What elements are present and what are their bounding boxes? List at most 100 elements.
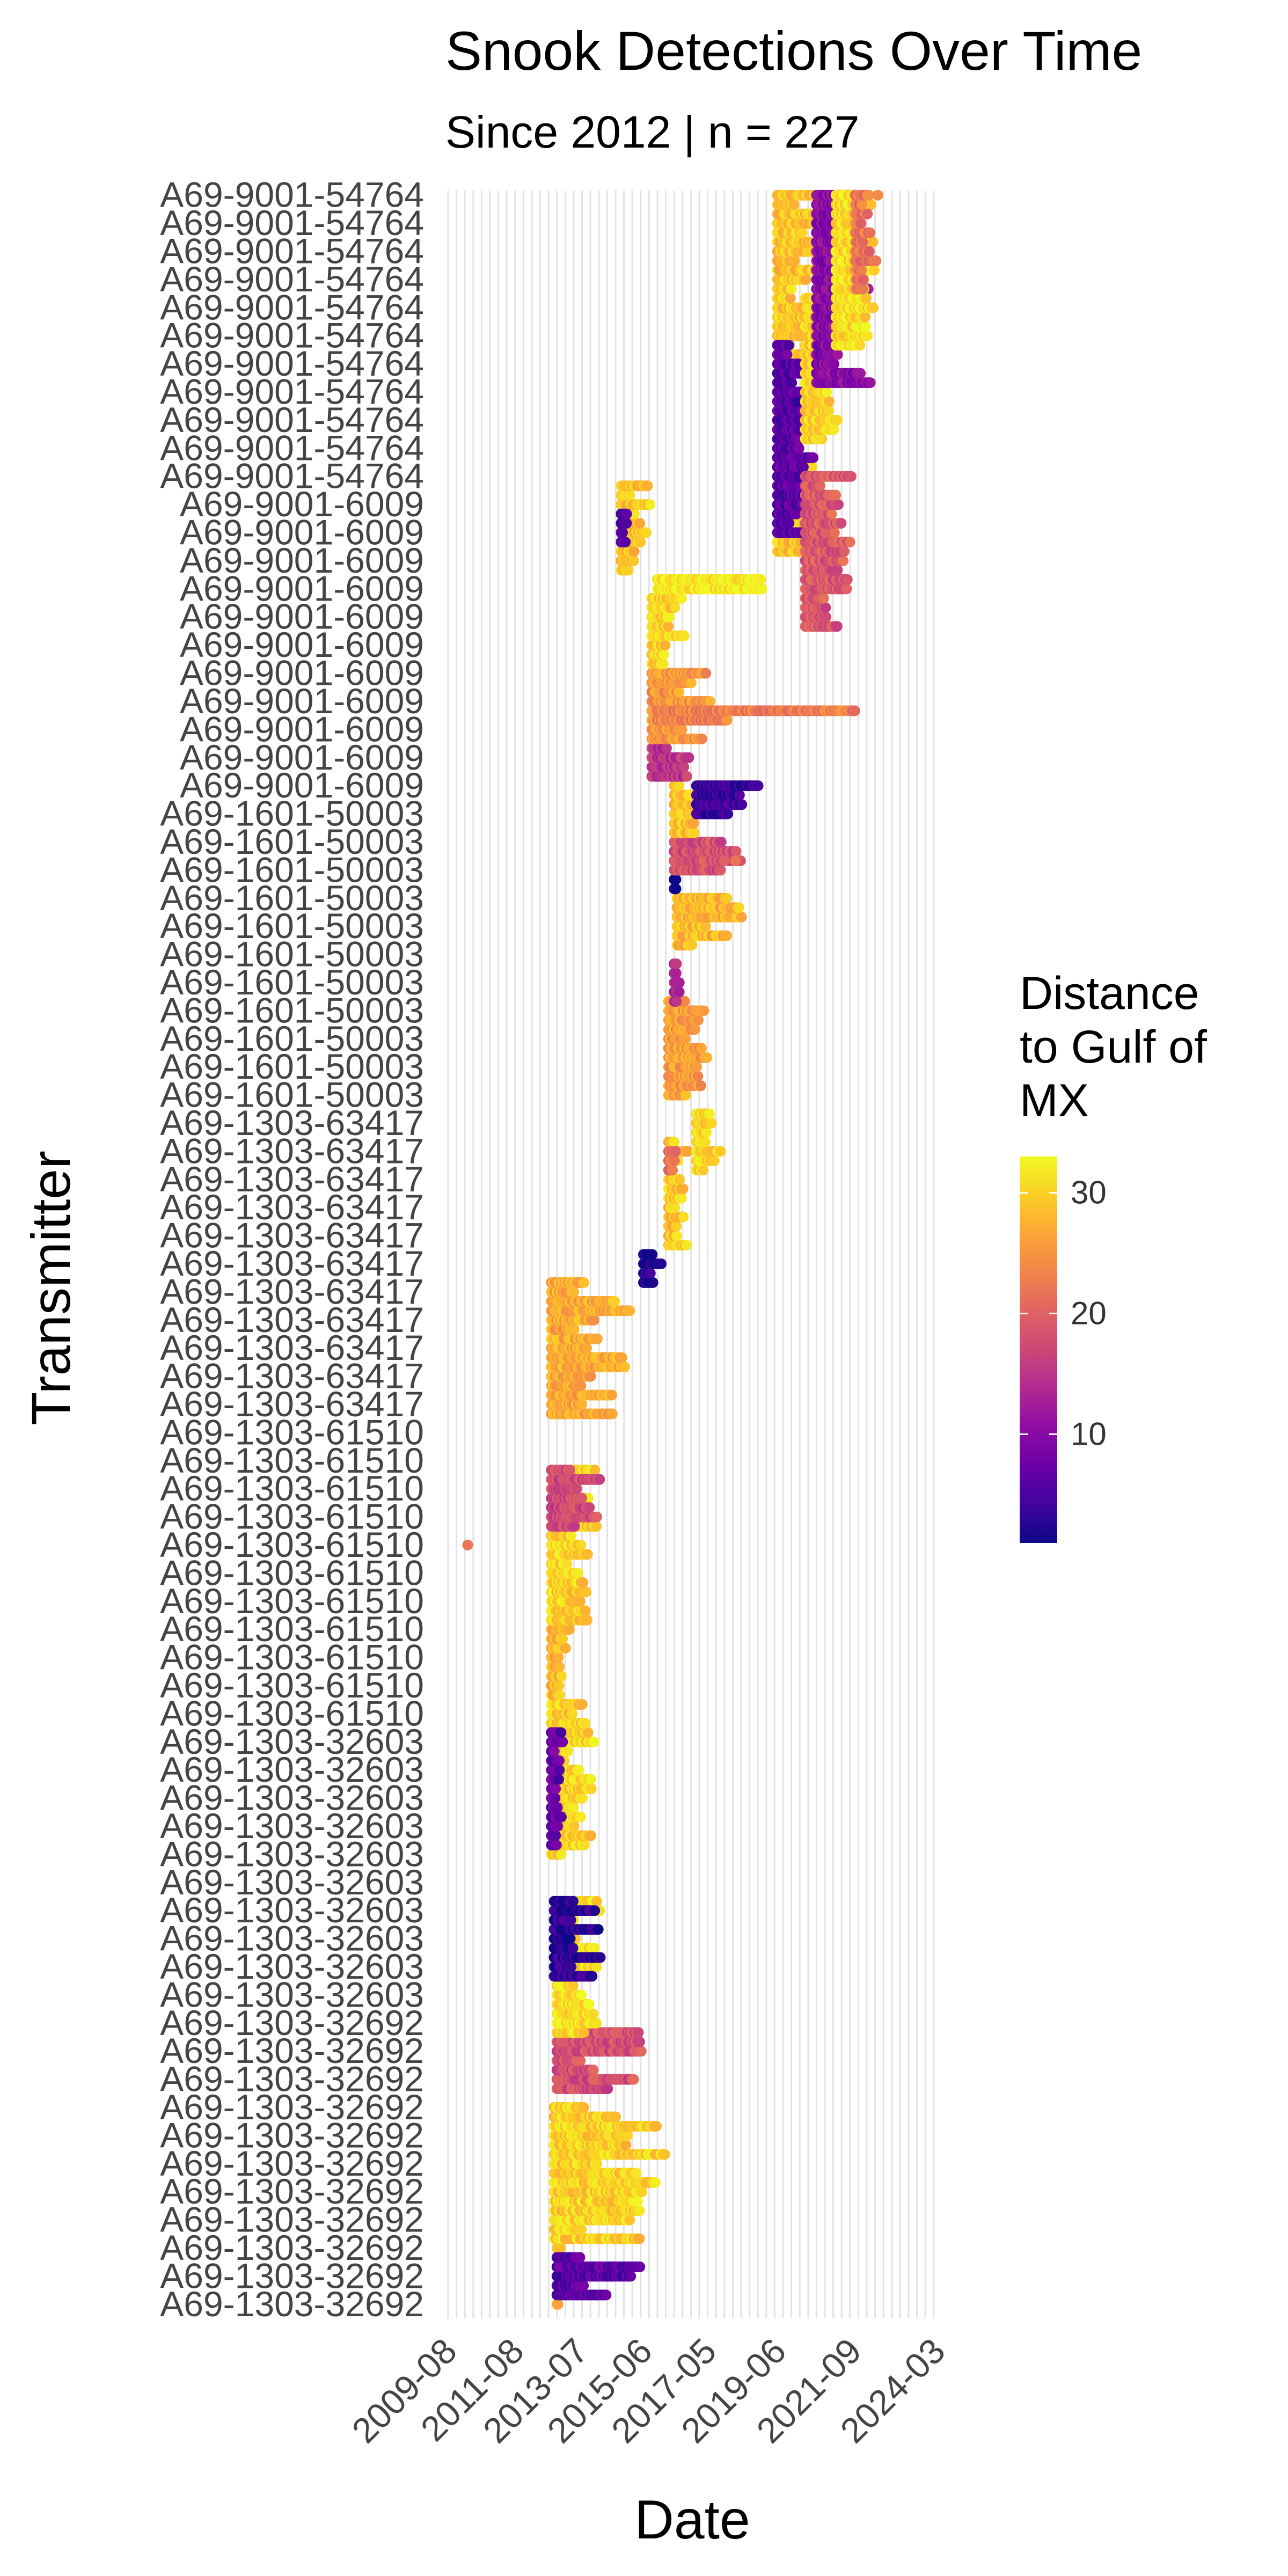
detection-point	[585, 1774, 596, 1785]
detection-point	[683, 752, 694, 763]
detection-point	[628, 555, 639, 566]
detection-point	[576, 1699, 588, 1710]
detection-point	[572, 1568, 583, 1579]
detection-point	[658, 649, 669, 660]
detection-point	[579, 1839, 590, 1850]
detection-point	[688, 818, 699, 829]
detection-point	[568, 1286, 580, 1298]
detection-point	[624, 1305, 635, 1316]
vertical-gridlines	[447, 191, 935, 2318]
detection-point	[670, 874, 682, 885]
detection-point	[676, 1192, 687, 1204]
detection-point	[571, 1483, 582, 1495]
detection-point	[678, 630, 690, 641]
detection-point	[671, 958, 682, 970]
detection-point	[676, 592, 687, 604]
detection-point	[669, 602, 680, 613]
detection-point	[589, 1314, 600, 1326]
detection-point	[585, 1371, 596, 1382]
detection-point	[601, 2289, 612, 2301]
detection-point	[756, 583, 767, 595]
detection-point	[576, 1492, 587, 1504]
detection-point	[715, 1146, 726, 1157]
detection-point	[568, 1802, 579, 1813]
detection-point	[550, 1830, 561, 1841]
detection-point	[693, 1014, 704, 1026]
detection-point	[581, 1343, 592, 1354]
detection-point	[578, 1277, 589, 1288]
detection-point	[752, 780, 764, 792]
detection-point	[685, 677, 697, 689]
detection-point	[689, 827, 700, 838]
detection-point	[594, 1474, 605, 1485]
detection-point	[785, 292, 796, 304]
detection-point	[577, 1577, 589, 1588]
detection-point	[621, 518, 632, 529]
detection-point	[656, 1258, 667, 1269]
detection-point	[591, 1896, 603, 1907]
detection-point	[582, 1549, 593, 1560]
detection-point	[634, 2036, 645, 2047]
detection-points	[462, 189, 883, 2310]
detection-point	[569, 1521, 580, 1532]
detection-point	[567, 1943, 579, 1954]
detection-point	[587, 1971, 598, 1982]
detection-point	[577, 1792, 588, 1804]
detection-point	[730, 846, 742, 857]
detection-point	[708, 1155, 720, 1166]
detection-point	[681, 1240, 692, 1251]
detection-point	[721, 930, 733, 941]
detection-point	[674, 686, 685, 698]
detection-point	[578, 2027, 589, 2038]
detection-point	[661, 743, 672, 754]
detection-point	[565, 1914, 576, 1926]
detection-point	[588, 2065, 599, 2076]
detection-point	[553, 1680, 565, 1691]
detection-point	[634, 2205, 645, 2216]
detection-point	[796, 227, 808, 238]
chart-subtitle: Since 2012 | n = 227	[445, 107, 859, 157]
detection-point	[562, 1746, 573, 1757]
detection-point	[586, 1783, 597, 1795]
detection-point	[647, 1249, 658, 1260]
detection-point	[578, 2280, 589, 2291]
detection-point	[624, 2214, 635, 2226]
detection-point	[548, 1746, 560, 1757]
detection-point	[628, 2074, 639, 2085]
detection-point	[635, 2046, 647, 2057]
detection-point	[560, 1643, 571, 1654]
detection-point	[555, 1671, 567, 1682]
detection-point	[705, 696, 716, 707]
detection-point	[623, 565, 634, 576]
detection-point	[670, 968, 682, 979]
detection-point	[678, 762, 690, 773]
detection-point	[789, 255, 800, 267]
detection-point	[784, 518, 795, 529]
detection-point	[721, 714, 733, 726]
detection-point	[636, 2186, 648, 2198]
detection-point	[647, 1277, 658, 1288]
detection-point	[616, 1352, 627, 1363]
detection-point	[721, 892, 733, 904]
detection-point	[589, 1465, 601, 1476]
detection-point	[561, 1558, 573, 1569]
detection-point	[664, 611, 675, 623]
detection-point	[591, 1961, 602, 1972]
detection-point	[667, 1165, 678, 1176]
detection-point	[649, 2177, 661, 2188]
detection-point	[674, 1174, 685, 1185]
detection-point	[610, 2111, 621, 2123]
detection-point	[696, 733, 707, 744]
detection-point	[552, 1820, 564, 1832]
detection-point	[582, 1727, 594, 1738]
detection-point	[564, 1624, 575, 1635]
detection-point	[609, 1296, 620, 1307]
detection-point	[555, 2242, 566, 2253]
detection-point	[589, 1943, 600, 1954]
detection-point	[550, 1783, 561, 1795]
detection-point	[691, 1062, 702, 1073]
detection-point	[575, 1811, 587, 1823]
detection-point	[695, 1080, 706, 1092]
detection-point	[550, 1792, 561, 1804]
detection-point	[624, 489, 635, 501]
